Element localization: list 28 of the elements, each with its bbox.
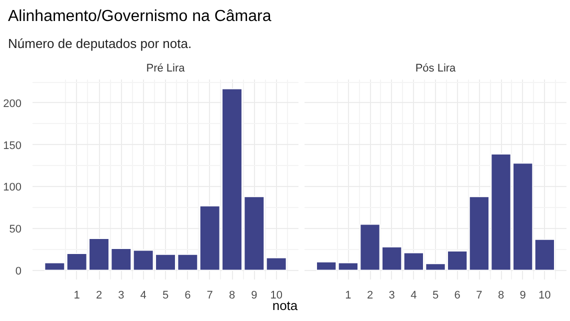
x-tick-label: 9	[520, 290, 526, 302]
x-tick-label: 3	[388, 290, 395, 302]
x-tick-label: 4	[140, 290, 146, 302]
x-tick-label: 7	[476, 290, 482, 302]
x-tick-label: 2	[96, 290, 102, 302]
x-tick-label: 2	[366, 290, 374, 302]
text: Número de deputados por nota.	[8, 34, 193, 53]
x-tick-label: 9	[251, 290, 258, 302]
y-tick-label: 50	[9, 223, 22, 236]
text: Alinhamento/Governismo na Câmara	[8, 7, 272, 27]
y-tick-label: 0	[15, 265, 22, 278]
chart-title: Pré Lira	[146, 62, 186, 74]
x-tick-label: 6	[184, 290, 191, 302]
x-tick-label: 5	[162, 290, 169, 302]
x-tick-label: 8	[228, 290, 236, 302]
x-tick-label: 1	[74, 290, 80, 302]
x-tick-label: 10	[538, 290, 551, 302]
y-tick-label: 150	[3, 140, 22, 152]
x-tick-label: 6	[454, 290, 460, 302]
x-tick-label: 1	[345, 290, 352, 302]
y-tick-label: 100	[3, 182, 22, 194]
x-tick-label: 4	[410, 290, 417, 302]
x-tick-label: 3	[118, 290, 124, 302]
x-tick-label: 5	[432, 290, 439, 302]
chart-title: Pós Lira	[415, 62, 457, 74]
x-tick-label: 7	[206, 290, 213, 302]
y-tick-label: 200	[3, 98, 22, 110]
x-tick-label: 8	[498, 290, 504, 302]
